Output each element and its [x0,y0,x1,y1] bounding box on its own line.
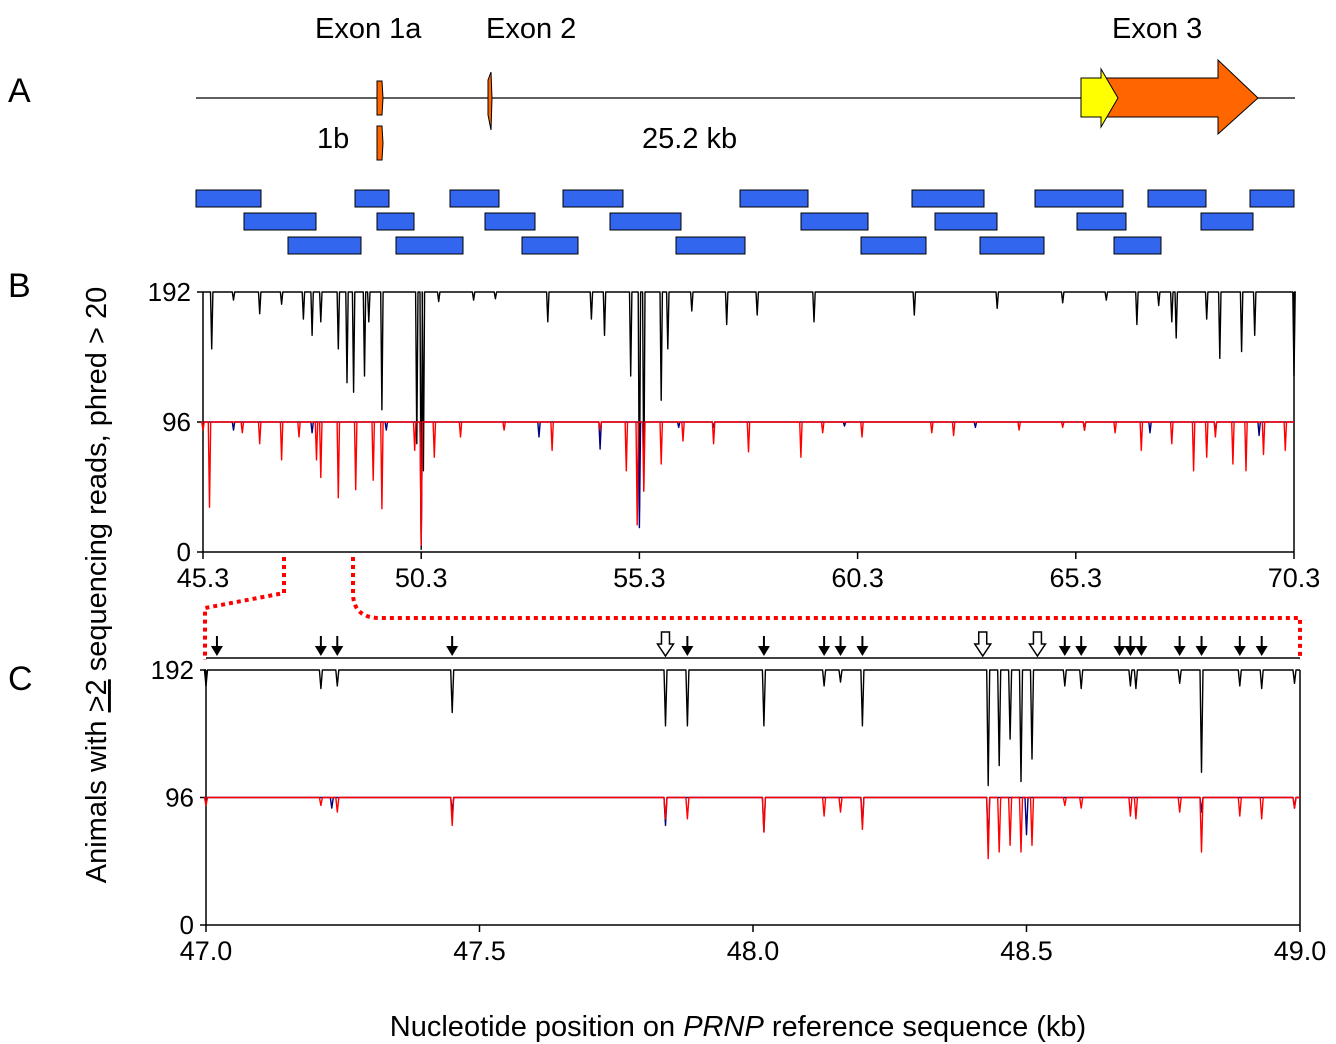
amplicon [354,189,390,208]
variant-arrowhead [1173,646,1186,656]
amplicon [739,189,809,208]
exon-1b [376,125,384,161]
variant-arrowhead [314,646,327,656]
amplicon [609,212,682,231]
series-line [203,291,1296,550]
amplicon [1249,189,1295,208]
amplicon [934,212,998,231]
x-tick-label: 49.0 [1274,936,1327,966]
gene-model: Exon 1a Exon 2 Exon 3 1b 25.2 kb [196,13,1295,161]
amplicon [1147,189,1207,208]
y-tick-label: 0 [180,910,194,940]
variant-arrowhead [757,646,770,656]
panel-b-chart: 0 96 192 45.3 50.3 55.3 60.3 65.3 70.3 [148,277,1321,593]
indel-arrow [656,631,675,658]
series-line [203,796,1300,846]
amplicon [449,189,500,208]
amplicon [484,212,536,231]
x-tick-label: 47.5 [453,936,506,966]
amplicon [376,212,415,231]
y-tick-label: 192 [148,277,191,307]
x-tick-label: 50.3 [395,563,448,593]
x-tick-label: 48.5 [1000,936,1053,966]
exon-3-label: Exon 3 [1112,13,1202,45]
variant-arrowhead [1075,646,1088,656]
y-axis-label: Animals with >2 sequencing reads, phred … [81,287,113,884]
x-tick-label: 45.3 [177,563,230,593]
variant-arrowhead [331,646,344,656]
amplicon [562,189,624,208]
exon-1a [376,80,384,116]
y-tick-label: 0 [177,537,191,567]
amplicon [860,236,927,255]
exon-3-cds [1100,58,1259,136]
x-tick-label: 47.0 [180,936,233,966]
variant-arrowhead [834,646,847,656]
variant-arrowhead [1195,646,1208,656]
amplicon [287,236,362,255]
exon-1a-label: Exon 1a [315,13,422,45]
series-line [201,421,1294,546]
variant-arrowhead [681,646,694,656]
gene-length-label: 25.2 kb [642,123,737,155]
zoom-connector-left [203,557,286,660]
exon-2-label: Exon 2 [486,13,576,45]
zoom-connector [203,557,1302,660]
y-tick-label: 192 [151,655,194,685]
zoom-connector-right [351,557,1302,660]
x-tick-label: 70.3 [1268,563,1321,593]
x-tick-label: 48.0 [727,936,780,966]
variant-arrowhead [856,646,869,656]
exon-2 [487,71,493,131]
amplicon [195,189,262,208]
variant-arrowhead [1124,646,1137,656]
amplicon [521,236,579,255]
variant-arrowhead [1135,646,1148,656]
variant-arrowhead [818,646,831,656]
series-line [203,669,1300,787]
variant-arrowhead [210,646,223,656]
x-axis-label: Nucleotide position on PRNP reference se… [390,1011,1086,1043]
series-line [203,421,1294,546]
amplicon [1200,212,1254,231]
variant-arrowhead [1058,646,1071,656]
y-tick-label: 96 [162,407,191,437]
panel-letter-b: B [8,267,31,305]
variant-arrowhead [1233,646,1246,656]
variant-arrowhead [1255,646,1268,656]
indel-arrow [973,631,993,658]
variant-arrowhead [446,646,459,656]
amplicon [243,212,317,231]
series-line [203,796,1300,860]
amplicons [195,189,1295,255]
amplicon [395,236,464,255]
amplicon [979,236,1045,255]
x-tick-label: 60.3 [831,563,884,593]
variant-arrowhead [1113,646,1126,656]
y-tick-label: 96 [165,783,194,813]
indel-arrow [1028,631,1047,658]
amplicon [1113,236,1162,255]
panel-letter-c: C [8,660,33,698]
amplicon [1034,189,1124,208]
panel-letter-a: A [8,72,31,110]
exon-3-utr [1080,67,1119,129]
exon-1b-label: 1b [317,123,349,155]
panel-c-chart: 0 96 192 47.0 47.5 48.0 48.5 49.0 [151,631,1327,966]
x-tick-label: 55.3 [613,563,666,593]
x-tick-label: 65.3 [1050,563,1103,593]
amplicon [675,236,746,255]
amplicon [1076,212,1127,231]
amplicon [911,189,985,208]
amplicon [800,212,869,231]
